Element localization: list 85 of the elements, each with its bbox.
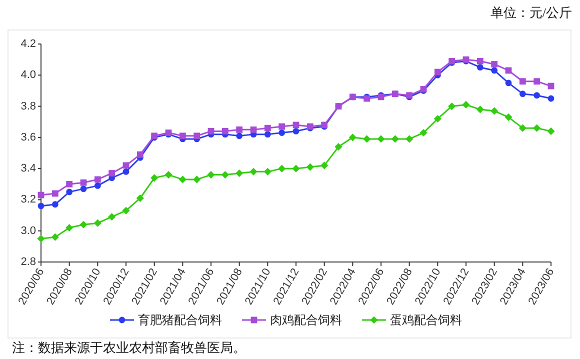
y-tick-label: 3.6 [20,131,36,144]
point [406,135,414,143]
point [363,135,371,143]
legend-label: 蛋鸡配合饲料 [390,313,462,327]
point [519,78,526,85]
point [80,186,87,192]
point [136,194,144,202]
point [377,135,385,143]
point [51,233,59,241]
point [178,176,186,184]
text: 注：数据来源于农业农村部畜牧兽医局。 [12,340,246,355]
text: 单位：元/公斤 [490,5,572,20]
point [448,102,456,110]
point [236,132,243,140]
y-tick-label: 3.0 [20,224,36,237]
point [94,182,101,189]
point [292,164,300,172]
point [236,126,243,133]
point [250,168,258,176]
point [150,174,158,182]
point [264,168,272,176]
point [66,188,73,196]
y-tick-label: 3.2 [20,194,36,206]
point [490,107,498,115]
point [533,124,541,132]
point [236,169,244,178]
legend-label: 育肥猪配合饲料 [138,313,222,327]
point [122,168,130,175]
point [221,171,229,179]
point [264,131,271,138]
point [476,64,484,71]
point [518,124,526,132]
point [434,114,442,123]
point [264,124,271,132]
point [534,92,540,99]
y-tick-label: 3.4 [20,162,36,175]
point [194,132,200,140]
point [37,234,45,242]
y-tick-label: 4.2 [20,38,36,50]
point [108,213,116,221]
point [292,128,300,134]
point [136,151,144,158]
point [348,134,356,142]
point [278,130,286,136]
point [66,224,74,232]
y-tick-label: 2.8 [20,256,36,268]
point [548,95,554,102]
point [320,162,328,170]
point [278,123,286,130]
point [222,128,228,134]
point [38,202,44,210]
point [179,132,186,140]
point [306,163,314,171]
point [476,106,484,114]
point [391,135,399,143]
point [66,180,73,188]
point [164,171,172,179]
point [80,220,88,228]
point [534,78,540,85]
point [207,171,215,179]
point [80,179,87,186]
y-tick-label: 4.0 [20,69,36,82]
point [462,100,470,109]
point [334,142,342,151]
point [52,190,58,197]
point [94,176,101,183]
legend-label: 肉鸡配合饲料 [270,313,342,327]
point [519,90,526,98]
point [278,164,286,172]
point [52,201,58,208]
point [504,113,512,121]
point [420,128,428,137]
point [208,128,214,134]
y-tick-label: 3.8 [20,100,36,112]
point [108,170,116,176]
point [434,68,441,76]
point [94,219,102,227]
point [547,127,555,135]
point [505,80,512,86]
point [250,126,257,133]
point [193,176,201,184]
point [476,58,484,64]
point [491,61,498,68]
point [122,206,130,214]
point [491,67,498,74]
